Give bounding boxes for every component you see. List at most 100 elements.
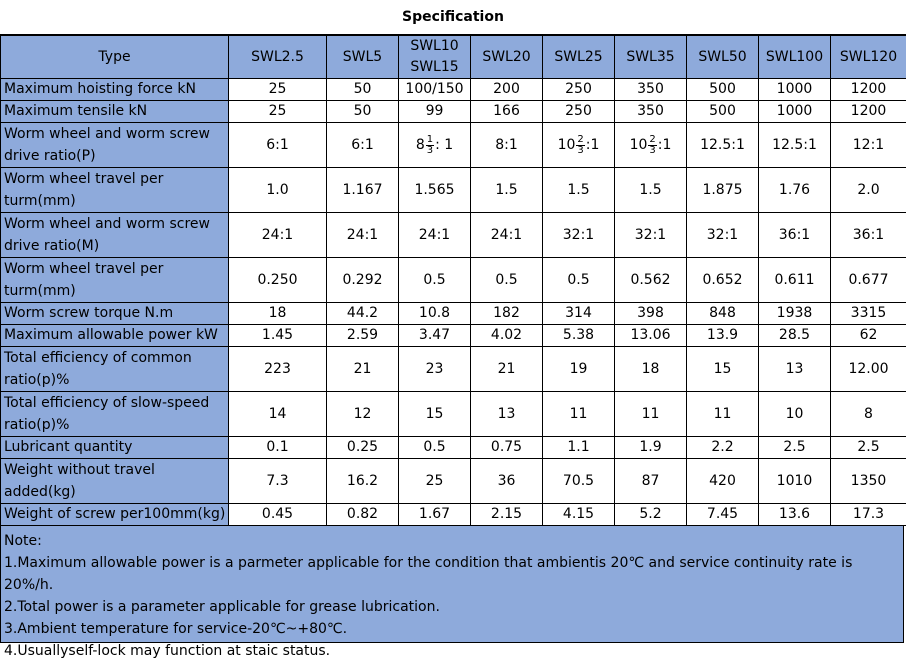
table-row: Worm wheel and worm screw drive ratio(P)… [1, 123, 906, 168]
table-cell: 62 [831, 325, 906, 347]
model-header: SWL120 [831, 36, 906, 79]
fraction-tail: : 1 [435, 137, 453, 153]
table-cell: 24:1 [399, 213, 471, 258]
table-cell: 0.250 [229, 258, 327, 303]
table-cell: 12.00 [831, 347, 906, 392]
table-cell: 250 [543, 101, 615, 123]
table-cell: 21 [471, 347, 543, 392]
table-cell: 3.47 [399, 325, 471, 347]
note-line: 4.Usuallyself-lock may function at staic… [1, 640, 903, 662]
table-cell: 0.5 [543, 258, 615, 303]
table-cell: 0.75 [471, 437, 543, 459]
table-cell: 4.02 [471, 325, 543, 347]
table-cell: 182 [471, 303, 543, 325]
table-cell: 398 [615, 303, 687, 325]
table-cell: 13.9 [687, 325, 759, 347]
fraction-denominator: 3 [648, 146, 656, 156]
table-cell: 13 [471, 392, 543, 437]
notes-section: Note: 1.Maximum allowable power is a par… [0, 526, 904, 643]
fraction-numerator: 2 [576, 135, 584, 146]
table-cell: 5.2 [615, 504, 687, 526]
model-header: SWL35 [615, 36, 687, 79]
table-cell: 13 [759, 347, 831, 392]
table-cell: 1000 [759, 79, 831, 101]
table-cell: 24:1 [471, 213, 543, 258]
table-cell: 0.5 [399, 258, 471, 303]
model-header: SWL20 [471, 36, 543, 79]
table-cell: 0.562 [615, 258, 687, 303]
row-label: Maximum tensile kN [1, 101, 229, 123]
note-line: 1.Maximum allowable power is a parmeter … [1, 552, 903, 596]
table-cell: 420 [687, 459, 759, 504]
fraction-tail: :1 [658, 137, 672, 153]
row-label: Maximum allowable power kW [1, 325, 229, 347]
table-cell: 12 [327, 392, 399, 437]
table-cell: 314 [543, 303, 615, 325]
table-cell: 44.2 [327, 303, 399, 325]
table-cell: 2.0 [831, 168, 906, 213]
table-cell: 1000 [759, 101, 831, 123]
table-cell: 50 [327, 79, 399, 101]
model-header: SWL100 [759, 36, 831, 79]
table-row: Total efficiency of slow-speed ratio(p)%… [1, 392, 906, 437]
table-cell: 200 [471, 79, 543, 101]
table-cell: 1.5 [615, 168, 687, 213]
row-label: Maximum hoisting force kN [1, 79, 229, 101]
table-cell: 25 [229, 79, 327, 101]
table-cell: 36 [471, 459, 543, 504]
table-cell: 0.677 [831, 258, 906, 303]
table-cell: 2.5 [831, 437, 906, 459]
table-cell: 223 [229, 347, 327, 392]
table-cell: 18 [229, 303, 327, 325]
row-label: Worm wheel and worm screw drive ratio(P) [1, 123, 229, 168]
fraction-whole: 10 [558, 137, 576, 153]
table-cell: 1200 [831, 79, 906, 101]
table-cell: 15 [399, 392, 471, 437]
table-cell: 32:1 [615, 213, 687, 258]
table-cell: 0.652 [687, 258, 759, 303]
table-cell: 1.5 [471, 168, 543, 213]
row-label: Worm screw torque N.m [1, 303, 229, 325]
table-cell: 25 [229, 101, 327, 123]
table-cell: 1010 [759, 459, 831, 504]
row-label: Worm wheel travel per turm(mm) [1, 258, 229, 303]
table-cell: 6:1 [229, 123, 327, 168]
table-cell: 99 [399, 101, 471, 123]
table-cell: 1.45 [229, 325, 327, 347]
fraction-tail: :1 [586, 137, 600, 153]
table-cell: 250 [543, 79, 615, 101]
table-cell: 13.6 [759, 504, 831, 526]
table-cell: 8 [831, 392, 906, 437]
table-cell: 0.1 [229, 437, 327, 459]
fraction-denominator: 3 [426, 146, 434, 156]
table-cell: 18 [615, 347, 687, 392]
table-cell: 350 [615, 101, 687, 123]
table-cell: 17.3 [831, 504, 906, 526]
table-cell: 36:1 [759, 213, 831, 258]
table-cell: 1.67 [399, 504, 471, 526]
table-cell: 11 [687, 392, 759, 437]
table-cell: 32:1 [543, 213, 615, 258]
row-label: Worm wheel travel per turm(mm) [1, 168, 229, 213]
table-cell: 15 [687, 347, 759, 392]
table-cell: 166 [471, 101, 543, 123]
table-cell: 12.5:1 [759, 123, 831, 168]
table-cell: 0.611 [759, 258, 831, 303]
row-label: Worm wheel and worm screw drive ratio(M) [1, 213, 229, 258]
model-header: SWL5 [327, 36, 399, 79]
table-cell: 70.5 [543, 459, 615, 504]
table-cell: 100/150 [399, 79, 471, 101]
row-label: Total efficiency of slow-speed ratio(p)% [1, 392, 229, 437]
table-cell: 24:1 [327, 213, 399, 258]
table-cell: 11 [615, 392, 687, 437]
